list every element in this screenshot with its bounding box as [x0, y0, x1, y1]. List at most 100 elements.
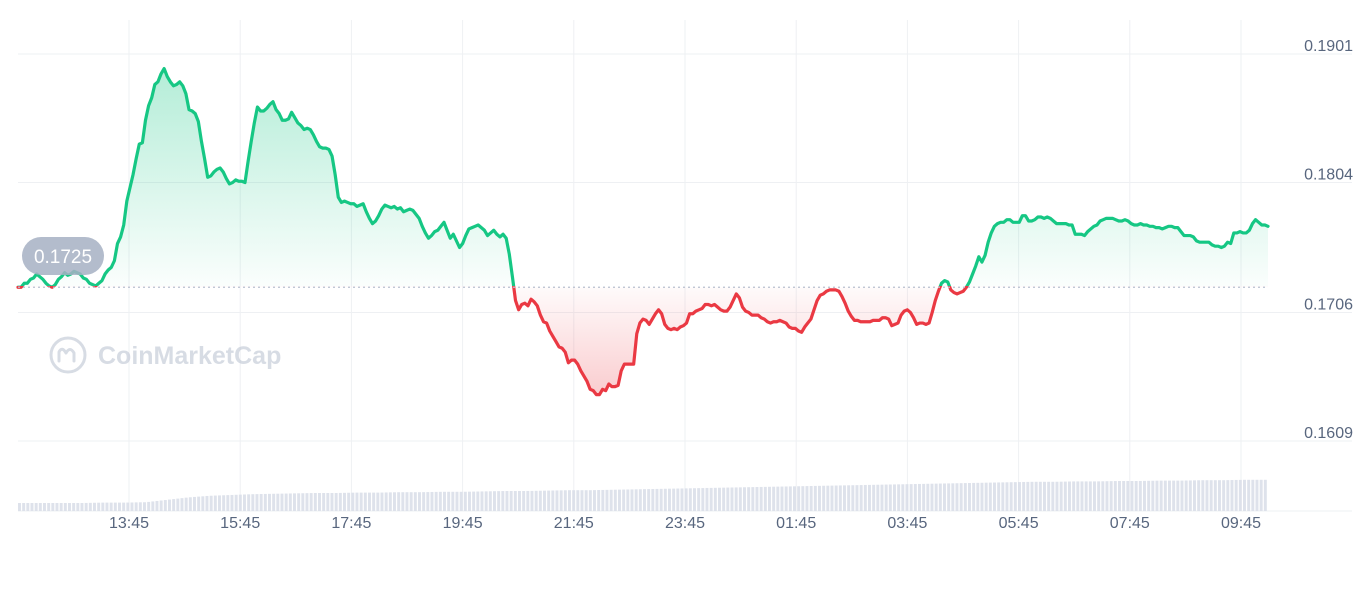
volume-bar [384, 492, 388, 511]
volume-bar [330, 493, 334, 511]
volume-bar [838, 485, 842, 511]
volume-bar [376, 492, 380, 511]
volume-bar [118, 502, 121, 511]
volume-bar [555, 490, 559, 511]
volume-bar [880, 484, 884, 511]
volume-bar [434, 491, 438, 511]
volume-bar [1218, 480, 1221, 511]
volume-bar [380, 492, 384, 511]
volume-bar [1255, 479, 1259, 511]
volume-bar [905, 484, 909, 511]
volume-bar [1159, 480, 1163, 511]
volume-bar [251, 494, 255, 511]
volume-bar [63, 503, 67, 511]
volume-bar [472, 491, 476, 511]
volume-bar [1263, 479, 1267, 511]
volume-bar [559, 490, 563, 511]
volume-bar [547, 490, 551, 511]
volume-bar [1113, 481, 1117, 511]
volume-bar [747, 487, 751, 511]
volume-bar [797, 486, 801, 511]
volume-bar [693, 488, 696, 511]
volume-bar [126, 502, 130, 511]
volume-bar [93, 502, 96, 511]
volume-bar [284, 493, 288, 511]
volume-bar [68, 503, 71, 511]
volume-bar [488, 491, 492, 511]
volume-bar [1226, 480, 1230, 511]
volume-bar [209, 495, 213, 511]
y-tick-label: 0.1804 [1304, 167, 1353, 184]
volume-bar [822, 485, 826, 511]
volume-bar [463, 491, 467, 511]
volume-bar [197, 496, 201, 511]
volume-bar [309, 493, 313, 511]
volume-bar [959, 483, 963, 511]
volume-bar [551, 490, 555, 511]
volume-bar [1209, 480, 1213, 511]
volume-bar [588, 490, 592, 511]
volume-bar [734, 487, 738, 511]
volume-bar [509, 491, 513, 511]
volume-bar [143, 502, 146, 511]
x-tick-label: 05:45 [999, 515, 1039, 532]
volume-bar [1030, 481, 1034, 511]
x-tick-label: 17:45 [331, 515, 371, 532]
volume-bar [1247, 479, 1251, 511]
volume-bar [155, 500, 159, 511]
x-tick-label: 13:45 [109, 515, 149, 532]
volume-bar [1093, 481, 1096, 511]
volume-bar [855, 485, 859, 511]
volume-bar [676, 488, 680, 511]
x-tick-label: 01:45 [776, 515, 816, 532]
volume-bar [59, 503, 63, 511]
volume-bar [1155, 480, 1159, 511]
volume-bar [426, 492, 430, 511]
volume-bar [1022, 481, 1026, 511]
volume-bar [1193, 480, 1196, 511]
current-price-badge-text: 0.1725 [34, 247, 92, 268]
volume-bar [234, 494, 238, 511]
volume-bar [180, 498, 184, 511]
volume-bar [1172, 480, 1176, 511]
volume-bar [976, 482, 980, 511]
volume-bar [643, 489, 646, 511]
volume-bar [538, 490, 542, 511]
watermark: CoinMarketCap [49, 336, 281, 374]
volume-bar [738, 487, 742, 511]
volume-bar [613, 489, 617, 511]
volume-bar [355, 492, 359, 511]
volume-bar [1047, 481, 1051, 511]
volume-bar [843, 485, 846, 511]
volume-bar [543, 490, 546, 511]
volume-bar [288, 493, 292, 511]
volume-bar [468, 491, 471, 511]
volume-bar [851, 485, 855, 511]
volume-bar [1213, 480, 1217, 511]
volume-bar [826, 485, 830, 511]
volume-bar [918, 483, 921, 511]
volume-bar [280, 493, 284, 511]
volume-bar [72, 503, 76, 511]
volume-bar [418, 492, 421, 511]
volume-bar [697, 488, 701, 511]
volume-bar [1188, 480, 1192, 511]
volume-bar [1168, 480, 1171, 511]
volume-bar [493, 491, 496, 511]
volume-bar [963, 483, 967, 511]
volume-bar [638, 489, 642, 511]
volume-bar [876, 484, 880, 511]
volume-bar [38, 503, 42, 511]
x-tick-label: 07:45 [1110, 515, 1150, 532]
y-axis: 0.1901 0.1804 0.1706 0.1609 [1304, 38, 1353, 442]
volume-bar [1038, 481, 1042, 511]
volume-bar [134, 502, 138, 511]
price-line-down [16, 286, 969, 397]
volume-bar [793, 486, 796, 511]
volume-bar [813, 485, 817, 511]
volume-bar [276, 493, 280, 511]
volume-bar [1018, 482, 1021, 511]
volume-bar [1026, 481, 1030, 511]
